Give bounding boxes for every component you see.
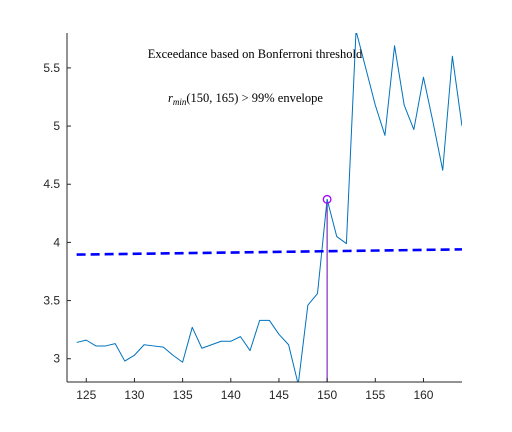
annotation-envelope: rmin(150, 165) > 99% envelope bbox=[168, 91, 323, 107]
y-tick-label: 4 bbox=[53, 235, 60, 249]
x-tick-label: 145 bbox=[269, 388, 289, 402]
y-tick-label: 5 bbox=[53, 119, 60, 133]
axes bbox=[66, 33, 462, 383]
plot-clip-group bbox=[76, 33, 462, 382]
ticks: 125 130 135 140 145 150 155 160 3 3.5 4 4.5 5 5.5 bbox=[43, 61, 433, 402]
statistic-line bbox=[76, 33, 462, 382]
x-tick-label: 125 bbox=[76, 388, 96, 402]
x-tick-label: 155 bbox=[365, 388, 385, 402]
y-tick-label: 4.5 bbox=[43, 177, 60, 191]
x-tick-label: 160 bbox=[413, 388, 433, 402]
plot-area bbox=[76, 33, 462, 382]
x-tick-label: 135 bbox=[173, 388, 193, 402]
y-tick-label: 3.5 bbox=[43, 294, 60, 308]
annotation-rest: (150, 165) > 99% envelope bbox=[186, 91, 323, 105]
y-tick-label: 5.5 bbox=[43, 61, 60, 75]
annotation-r: r bbox=[168, 91, 173, 105]
x-tick-label: 140 bbox=[221, 388, 241, 402]
y-tick-label: 3 bbox=[53, 352, 60, 366]
exceedance-marker bbox=[322, 194, 332, 204]
x-tick-label: 150 bbox=[317, 388, 337, 402]
annotation-title: Exceedance based on Bonferroni threshold bbox=[148, 47, 363, 61]
annotation-subscript: min bbox=[173, 97, 187, 107]
threshold-dashed-line bbox=[76, 248, 462, 256]
x-tick-label: 130 bbox=[124, 388, 144, 402]
